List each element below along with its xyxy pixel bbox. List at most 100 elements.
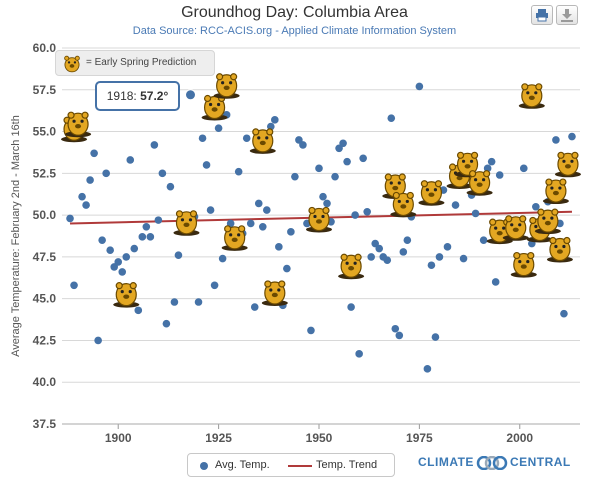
data-point [568,132,576,141]
groundhog-eye [425,188,430,192]
groundhog-eye [494,226,498,230]
groundhog-nose [456,175,463,181]
groundhog-ear [563,236,571,245]
data-point [70,281,78,290]
data-point [174,251,183,260]
data-point [158,169,167,178]
groundhog-ear [470,151,479,159]
groundhog-ear [406,191,414,200]
x-tick-label: 1900 [105,431,132,445]
data-point [102,169,110,178]
data-point [359,154,367,163]
data-point [287,228,295,236]
groundhog-nose [496,230,503,236]
data-point [98,236,106,244]
data-point [86,176,94,184]
groundhog-ear [203,94,212,103]
data-point [399,248,408,256]
data-point [118,268,127,276]
groundhog-eye [558,186,562,190]
groundhog-marker [221,225,248,251]
groundhog-marker [554,151,581,178]
groundhog-nose [464,164,471,169]
groundhog-ear [537,208,545,216]
data-point [202,161,211,169]
brand-right: CENTRAL [509,455,571,469]
data-tooltip: 1918: 57.2° [95,81,180,111]
groundhog-eye [562,244,566,249]
groundhog-eye [482,178,486,182]
groundhog-ear [216,73,224,81]
data-point [246,219,255,228]
groundhog-ear [67,111,75,119]
groundhog-eye [474,178,478,182]
groundhog-ear [189,210,198,218]
groundhog-ear [238,225,246,233]
data-point [351,211,359,219]
groundhog-ear [129,282,137,290]
x-tick-label: 1950 [306,431,333,445]
data-point [291,172,299,181]
groundhog-ear [448,163,457,171]
groundhog-ear [521,83,529,91]
groundhog-nose [392,185,399,191]
data-point [134,306,143,315]
tooltip-value: 57.2° [140,89,169,103]
x-tick-label: 1975 [406,431,433,445]
groundhog-ear [278,280,286,288]
groundhog-eye [405,199,409,204]
groundhog-ear [230,73,238,81]
groundhog-nose [556,249,563,254]
groundhog-ear [527,251,535,260]
groundhog-eye [229,81,233,85]
data-point [234,167,243,176]
groundhog-nose [544,220,551,226]
download-icon [561,9,573,22]
y-tick-label: 55.0 [33,125,57,139]
groundhog-eye [188,218,193,222]
groundhog-eye [345,261,349,265]
climate-central-logo: CLIMATE CENTRAL [418,455,571,471]
data-point [122,253,131,261]
groundhog-ear [264,280,272,288]
data-point [532,202,540,211]
legend-avg-temp-label[interactable]: Avg. Temp. [215,459,270,471]
groundhog-eye [265,136,269,140]
legend-trend-label[interactable]: Temp. Trend [316,459,378,471]
data-point [343,157,351,166]
groundhog-ear [483,170,491,178]
data-point [331,172,339,181]
tooltip-year: 1918: [106,89,137,103]
data-point [479,236,488,244]
legend-avg-temp-marker [200,462,208,470]
download-button[interactable] [556,5,578,25]
data-point [471,209,480,218]
groundhog-nose [75,124,82,129]
data-point [66,214,74,223]
groundhog-eye [570,159,574,163]
data-point [307,326,315,335]
data-point [415,82,424,91]
groundhog-ear [557,151,565,159]
groundhog-ear [549,236,557,245]
groundhog-eye [518,223,522,227]
groundhog-eye [180,218,185,222]
data-point [214,124,223,133]
data-point [258,223,267,231]
groundhog-eye [216,102,221,107]
groundhog-eye [257,136,261,140]
data-point [78,192,86,201]
groundhog-ear [266,128,274,136]
data-point [146,233,155,241]
groundhog-marker [418,180,445,206]
data-point [391,324,400,333]
groundhog-icon [64,55,80,73]
data-point [210,281,219,290]
data-point [218,254,227,263]
data-point [383,256,392,265]
data-point [162,319,171,328]
y-tick-label: 47.5 [33,250,57,264]
groundhog-ear [384,173,392,181]
data-point [435,253,444,261]
print-button[interactable] [531,5,553,25]
